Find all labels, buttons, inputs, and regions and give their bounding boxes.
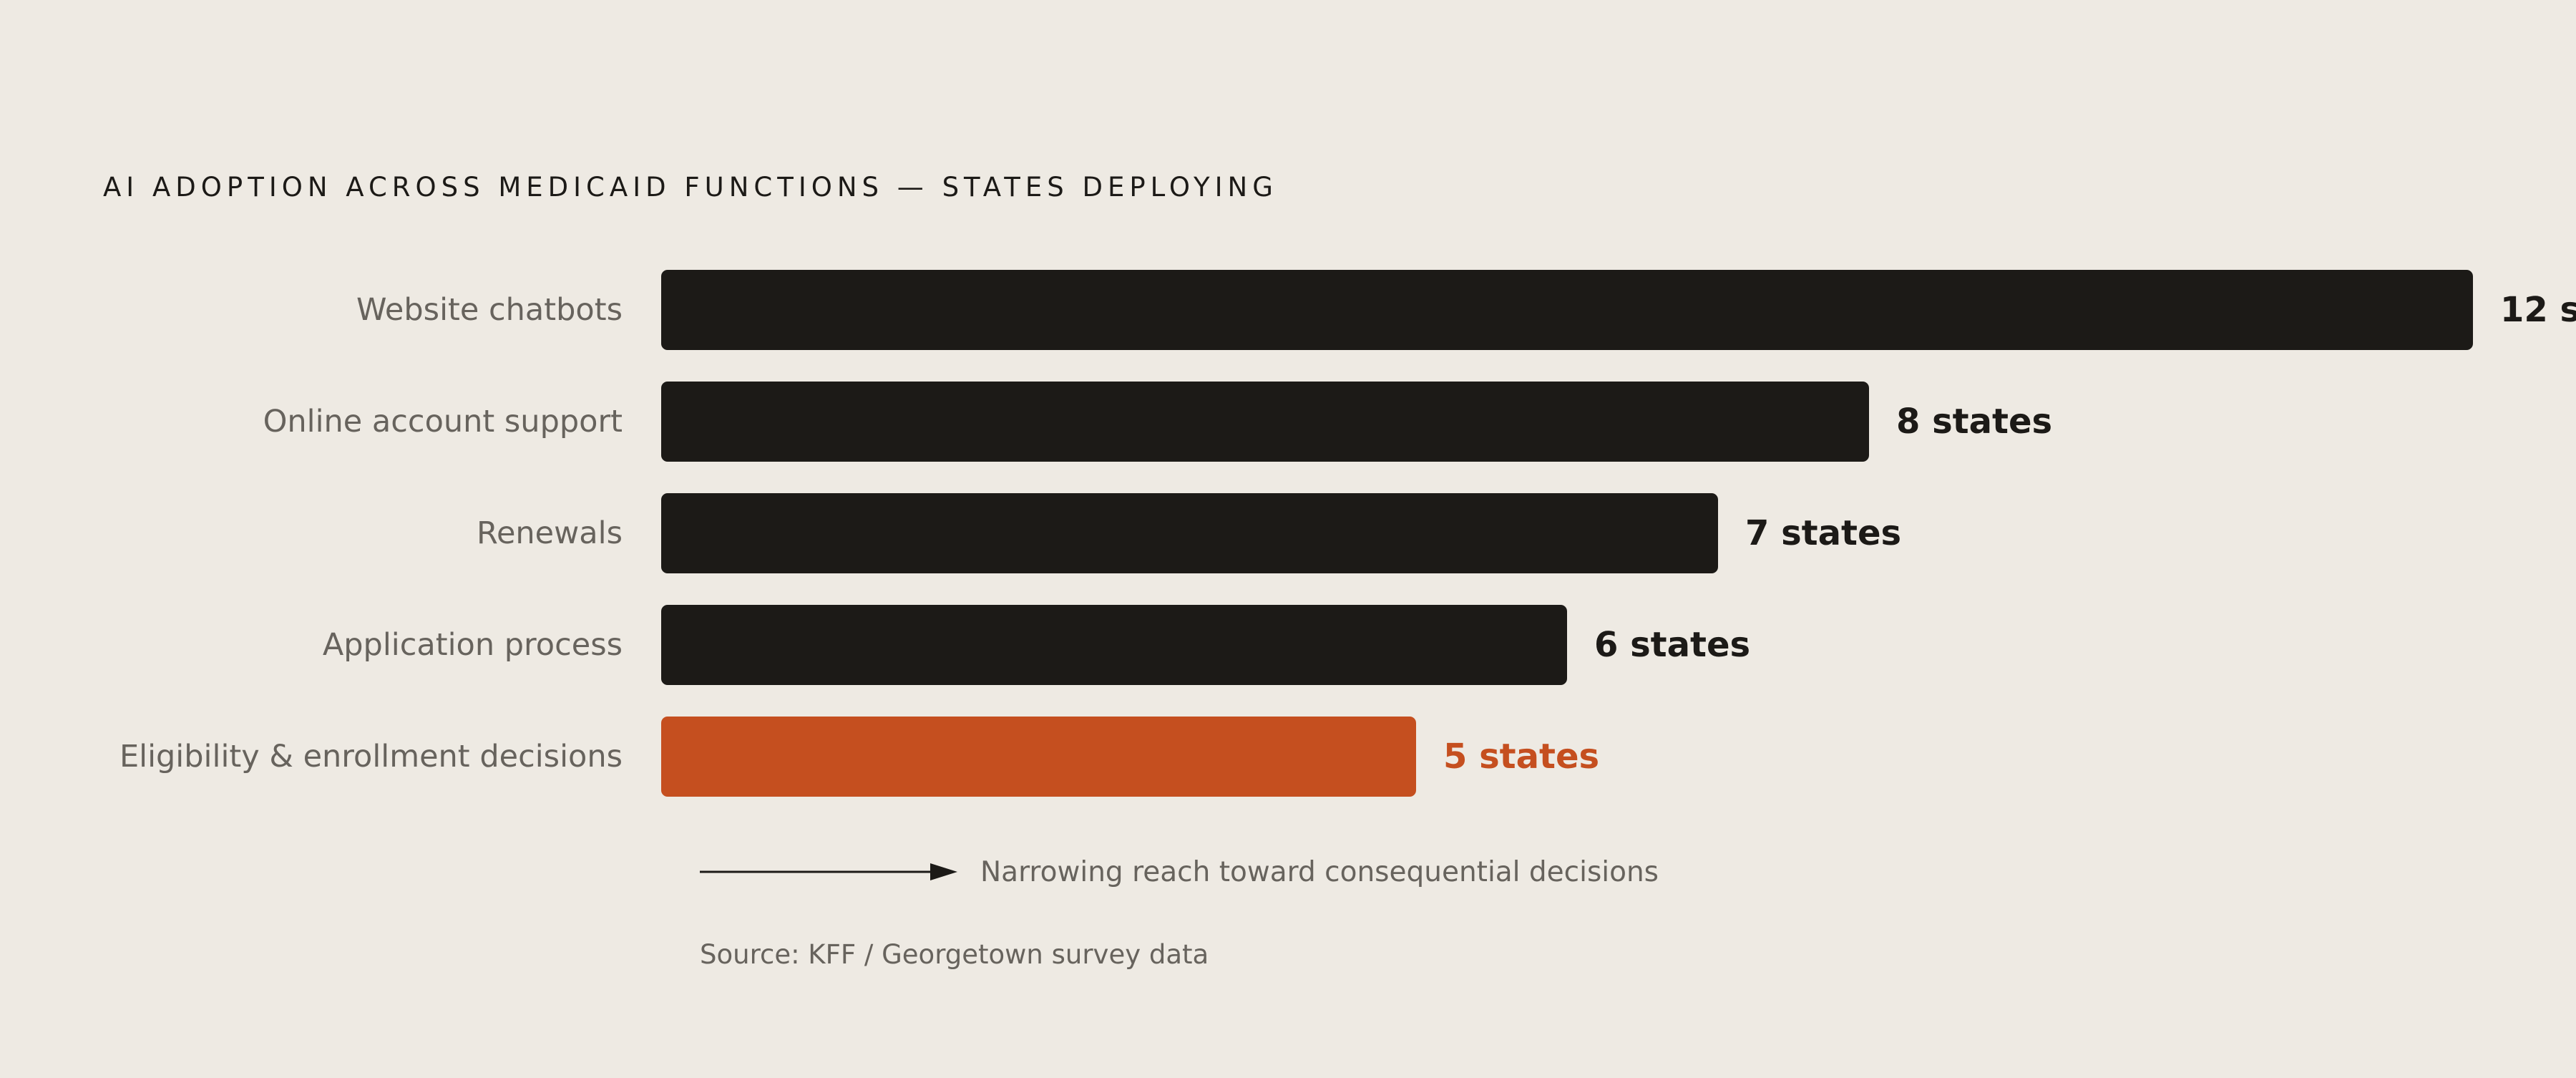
category-label: Eligibility & enrollment decisions	[119, 739, 623, 774]
value-label: 12 states	[2500, 290, 2576, 330]
bar	[661, 493, 1718, 573]
value-label: 8 states	[1896, 402, 2053, 442]
category-label: Website chatbots	[356, 292, 623, 328]
chart-title: AI ADOPTION ACROSS MEDICAID FUNCTIONS — …	[103, 172, 1278, 203]
bar	[661, 605, 1567, 685]
bar	[661, 382, 1869, 462]
annotation-text: Narrowing reach toward consequential dec…	[980, 855, 1659, 888]
bar	[661, 270, 2473, 350]
category-label: Renewals	[477, 515, 623, 551]
source-note: Source: KFF / Georgetown survey data	[700, 939, 1209, 970]
trend-annotation: Narrowing reach toward consequential dec…	[700, 852, 1659, 892]
value-label: 5 states	[1443, 737, 1600, 777]
value-label: 7 states	[1745, 513, 1902, 553]
bar	[661, 717, 1416, 797]
category-label: Application process	[322, 627, 623, 663]
value-label: 6 states	[1594, 625, 1751, 665]
category-label: Online account support	[263, 404, 623, 440]
arrow-right-icon	[700, 863, 957, 880]
